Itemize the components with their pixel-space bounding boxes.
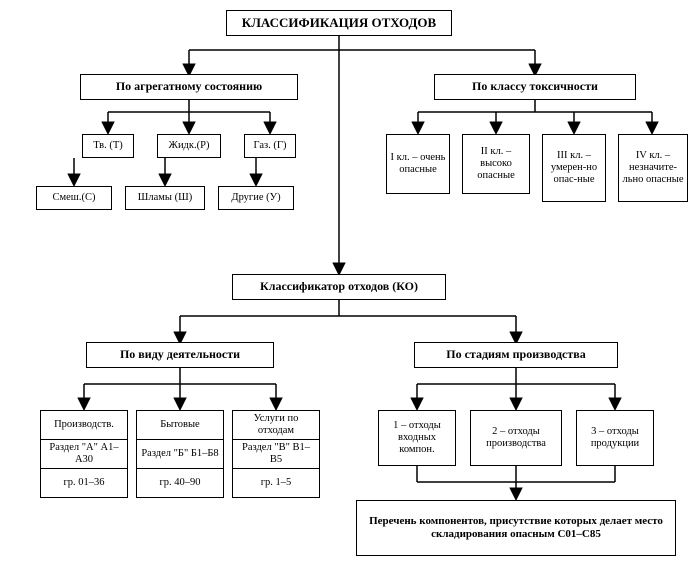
node-zhidk: Жидк.(Р)	[157, 134, 221, 158]
components-node: Перечень компонентов, присутствие которы…	[356, 500, 676, 556]
activity-col-2: Бытовые Раздел "Б" Б1–Б8 гр. 40–90	[136, 410, 224, 498]
activity-col-1-c: гр. 01–36	[63, 477, 104, 489]
node-tox-2-label: II кл. – высоко опасные	[466, 146, 526, 182]
node-tox-3: III кл. – умерен-но опас-ные	[542, 134, 606, 202]
activity-col-1: Производств. Раздел "А" А1–А30 гр. 01–36	[40, 410, 128, 498]
node-shlamy-label: Шламы (Ш)	[138, 192, 192, 204]
node-tox-1: I кл. – очень опасные	[386, 134, 450, 194]
activity-col-3-c: гр. 1–5	[261, 477, 292, 489]
node-tox-2: II кл. – высоко опасные	[462, 134, 530, 194]
stage-1: 1 – отходы входных компон.	[378, 410, 456, 466]
activity-col-1-a: Производств.	[54, 419, 114, 431]
activity-col-2-b: Раздел "Б" Б1–Б8	[141, 448, 218, 460]
classifier-label: Классификатор отходов (КО)	[260, 280, 418, 294]
branch-aggregate: По агрегатному состоянию	[80, 74, 298, 100]
node-tox-1-label: I кл. – очень опасные	[390, 152, 446, 176]
activity-col-2-c: гр. 40–90	[159, 477, 200, 489]
stage-2: 2 – отходы производства	[470, 410, 562, 466]
components-label: Перечень компонентов, присутствие которы…	[360, 515, 672, 540]
node-smesh-label: Смеш.(С)	[52, 192, 95, 204]
node-drugie: Другие (У)	[218, 186, 294, 210]
node-tox-4-label: IV кл. – незначите-льно опасные	[622, 150, 684, 186]
activity-col-3-b: Раздел "В" В1–В5	[236, 442, 316, 466]
activity-col-3-a: Услуги по отходам	[236, 413, 316, 437]
classifier-node: Классификатор отходов (КО)	[232, 274, 446, 300]
branch-tox: По классу токсичности	[434, 74, 636, 100]
activity-col-2-a: Бытовые	[160, 419, 199, 431]
node-tv-label: Тв. (Т)	[93, 140, 123, 152]
node-tox-3-label: III кл. – умерен-но опас-ные	[546, 150, 602, 186]
branch-tox-label: По классу токсичности	[472, 80, 598, 94]
branch-stage: По стадиям производства	[414, 342, 618, 368]
branch-aggregate-label: По агрегатному состоянию	[116, 80, 262, 94]
root-node: КЛАССИФИКАЦИЯ ОТХОДОВ	[226, 10, 452, 36]
stage-1-label: 1 – отходы входных компон.	[382, 420, 452, 456]
root-label: КЛАССИФИКАЦИЯ ОТХОДОВ	[242, 16, 436, 31]
stage-3-label: 3 – отходы продукции	[580, 426, 650, 450]
branch-activity-label: По виду деятельности	[120, 348, 240, 362]
node-gaz: Газ. (Г)	[244, 134, 296, 158]
node-smesh: Смеш.(С)	[36, 186, 112, 210]
node-zhidk-label: Жидк.(Р)	[169, 140, 210, 152]
node-drugie-label: Другие (У)	[231, 192, 280, 204]
node-tv: Тв. (Т)	[82, 134, 134, 158]
node-gaz-label: Газ. (Г)	[254, 140, 287, 152]
activity-col-1-b: Раздел "А" А1–А30	[44, 442, 124, 466]
branch-activity: По виду деятельности	[86, 342, 274, 368]
branch-stage-label: По стадиям производства	[446, 348, 586, 362]
activity-col-3: Услуги по отходам Раздел "В" В1–В5 гр. 1…	[232, 410, 320, 498]
stage-3: 3 – отходы продукции	[576, 410, 654, 466]
stage-2-label: 2 – отходы производства	[474, 426, 558, 450]
node-shlamy: Шламы (Ш)	[125, 186, 205, 210]
node-tox-4: IV кл. – незначите-льно опасные	[618, 134, 688, 202]
